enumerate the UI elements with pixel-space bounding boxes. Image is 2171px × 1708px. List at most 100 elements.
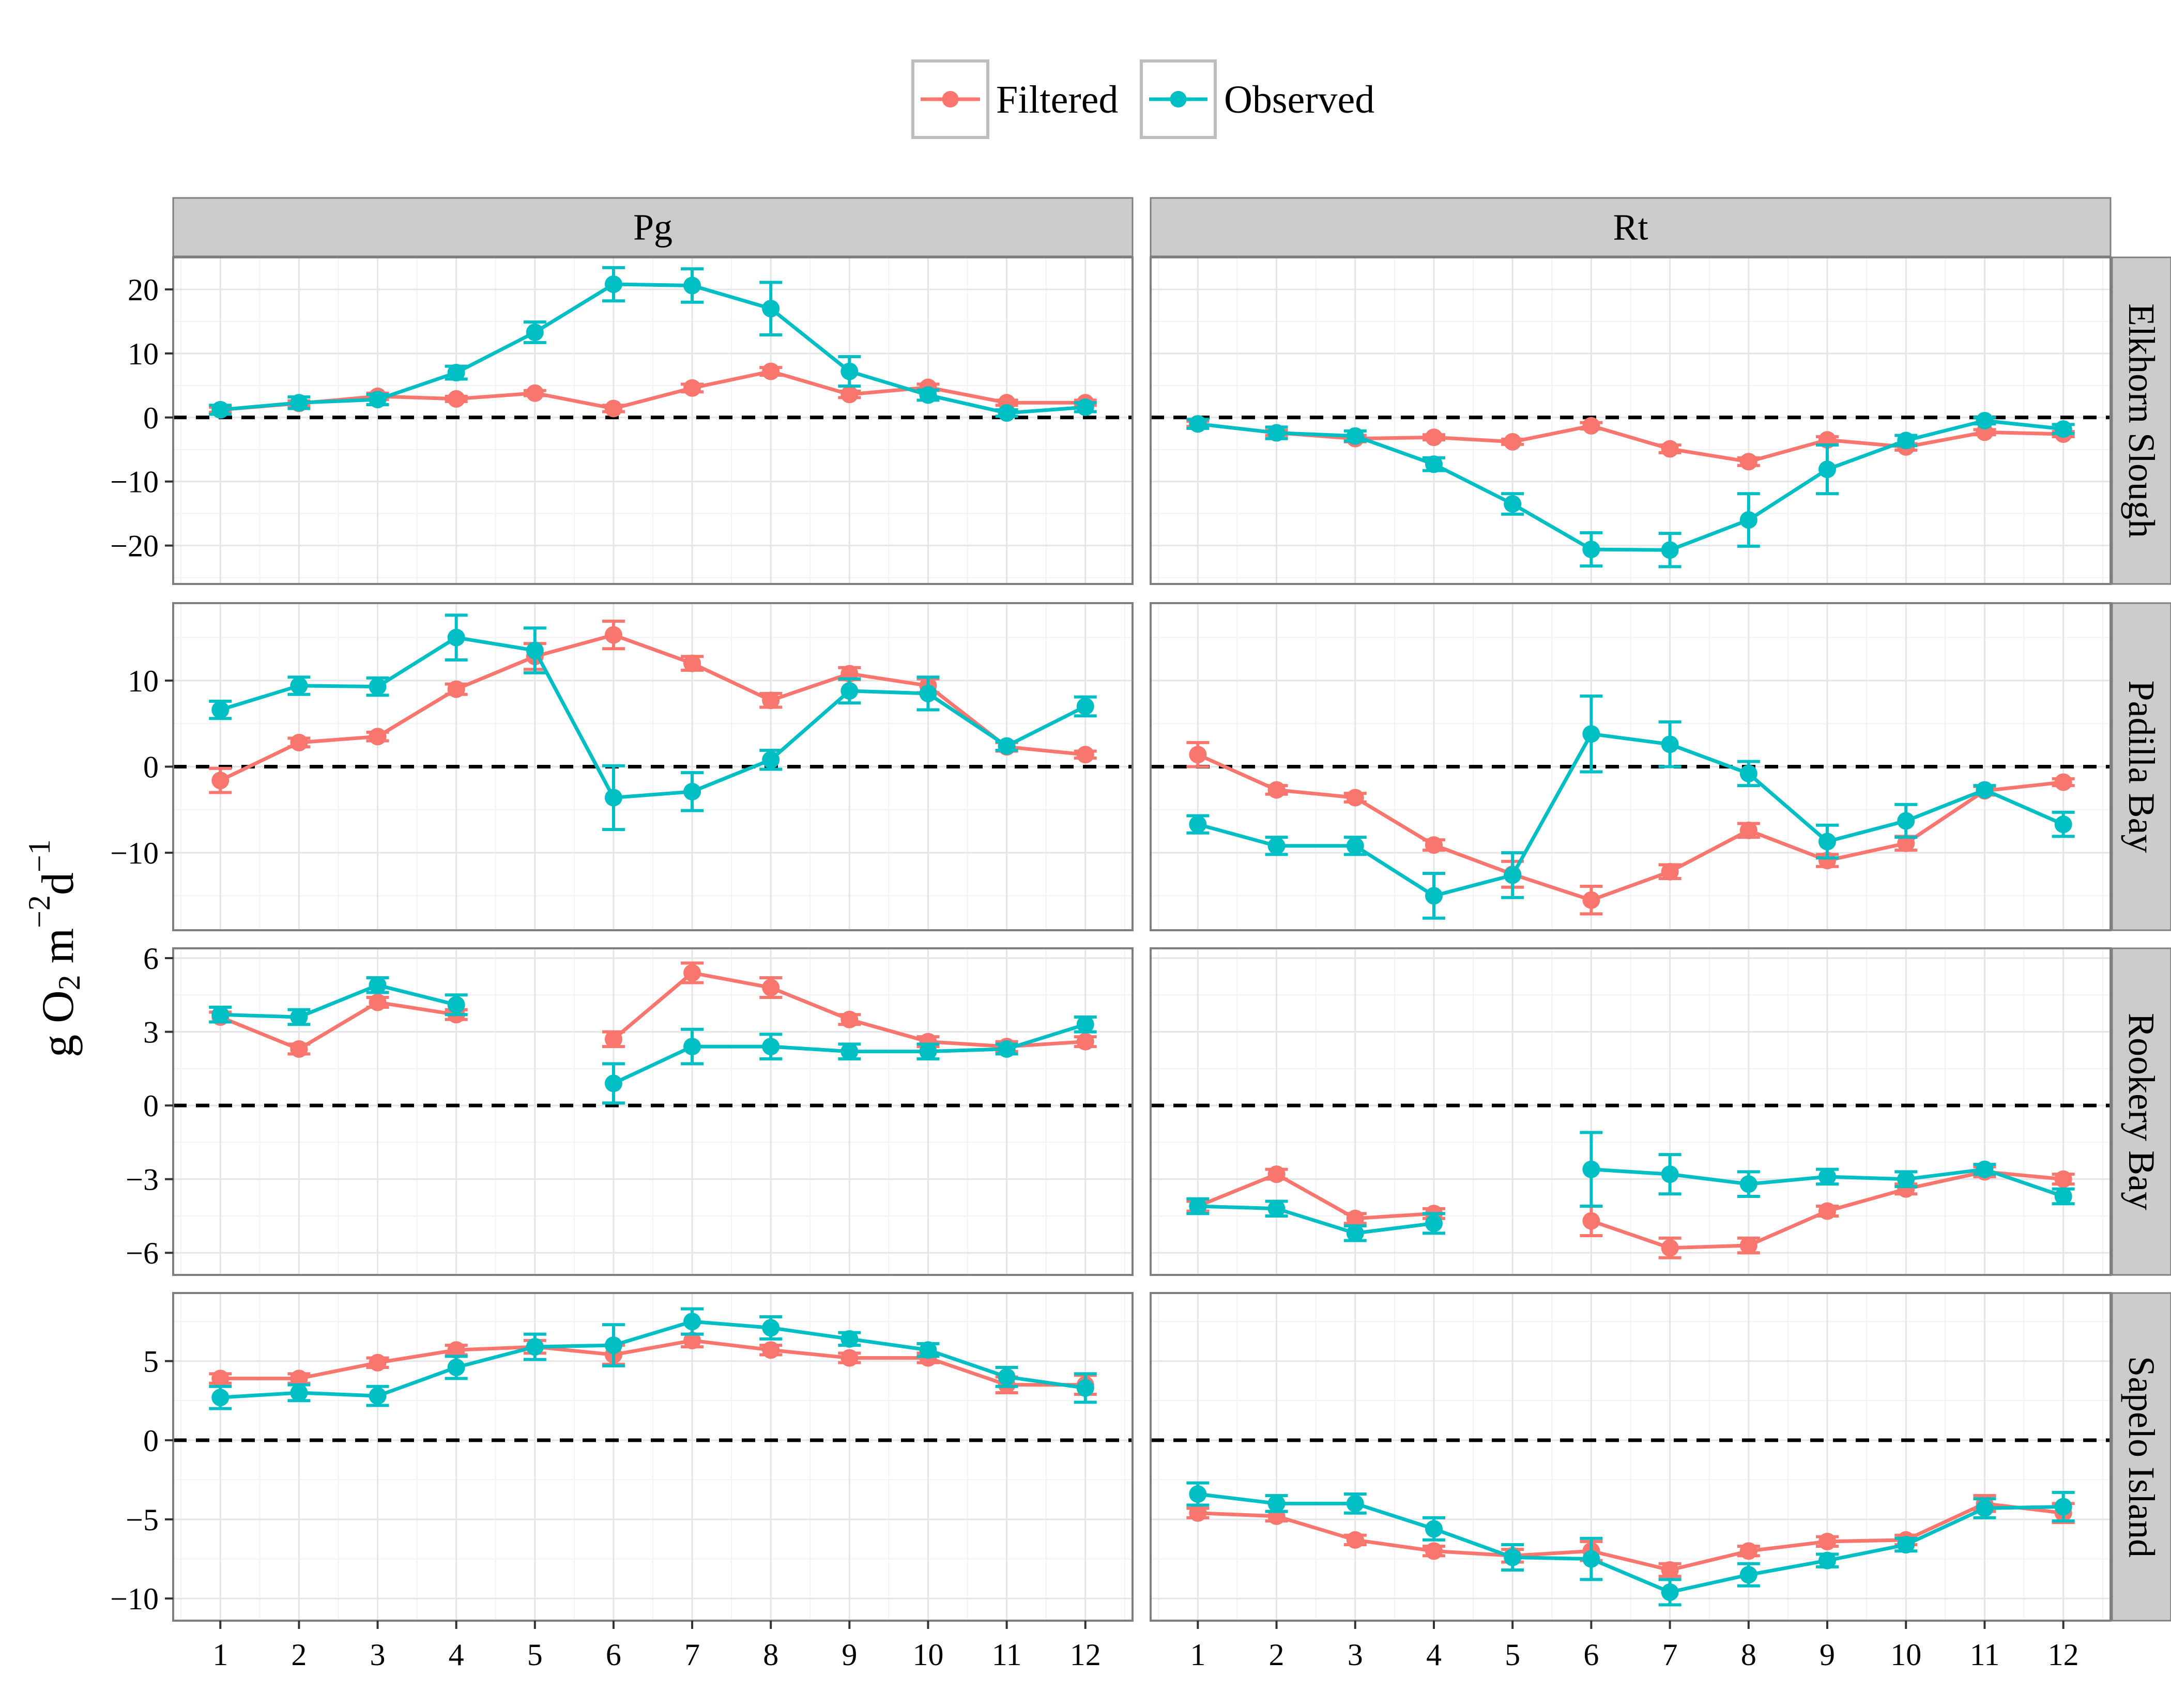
data-point-observed-month-8: [762, 1038, 780, 1056]
data-point-observed-month-1: [1189, 1197, 1207, 1215]
data-point-observed-month-4: [1425, 1520, 1443, 1538]
data-point-observed-month-10: [1897, 812, 1915, 830]
data-point-filtered-month-2: [1267, 1165, 1286, 1183]
series-line-filtered: [1197, 752, 2064, 902]
panel-border: [1150, 947, 2112, 1276]
x-tick-label: 9: [1820, 1638, 1835, 1672]
data-point-observed-month-9: [840, 1330, 859, 1348]
data-point-observed-month-6: [604, 789, 622, 807]
y-tick-label: −6: [126, 1236, 159, 1270]
y-tick-label: 0: [143, 750, 159, 784]
data-point-observed-month-12: [2054, 815, 2072, 834]
data-point-observed-month-4: [447, 364, 465, 382]
panel-elkhorn-slough-pg: [172, 256, 1134, 585]
data-point-filtered-month-3: [1346, 1531, 1364, 1549]
data-point-observed-month-7: [683, 276, 701, 295]
data-point-observed-month-9: [1818, 1167, 1837, 1186]
y-tick-label: −10: [110, 1582, 159, 1616]
row-strip-elkhorn-slough: [2111, 256, 2171, 585]
y-tick-label: 10: [128, 337, 159, 371]
data-point-filtered-month-4: [1425, 836, 1443, 854]
data-point-observed-month-8: [762, 300, 780, 318]
y-tick-label: 20: [128, 273, 159, 307]
data-point-observed-month-10: [1897, 432, 1915, 450]
series-observed: [209, 1307, 1097, 1410]
panel-sapelo-island-pg: [172, 1292, 1134, 1622]
series-line-filtered: [220, 1338, 1086, 1387]
row-strip-padilla-bay: [2111, 602, 2171, 931]
data-point-filtered-month-2: [290, 1040, 308, 1058]
data-point-observed-month-11: [1976, 781, 1994, 799]
data-point-observed-month-8: [1739, 1175, 1757, 1193]
x-tick-label: 11: [1970, 1638, 2000, 1672]
row-strip-sapelo-island: [2111, 1292, 2171, 1622]
x-tick-label: 12: [2048, 1638, 2079, 1672]
data-point-observed-month-8: [1739, 511, 1757, 529]
data-point-filtered-month-1: [1189, 1504, 1207, 1522]
data-point-observed-month-11: [998, 737, 1016, 755]
series-observed: [1186, 694, 2075, 920]
data-point-observed-month-1: [1189, 1485, 1207, 1503]
data-point-observed-month-5: [526, 1338, 544, 1356]
data-point-observed-month-9: [840, 1042, 859, 1060]
data-point-filtered-month-3: [369, 1353, 387, 1372]
x-tick-label: 12: [1070, 1638, 1101, 1672]
y-tick-label: 0: [143, 1424, 159, 1458]
series-line-observed: [220, 636, 1087, 799]
legend-label-observed: Observed: [1224, 78, 1374, 121]
data-point-observed-month-5: [1504, 1548, 1522, 1566]
data-point-observed-month-4: [447, 1358, 465, 1376]
data-point-observed-month-1: [1189, 815, 1207, 834]
data-point-observed-month-1: [211, 701, 230, 719]
series-line-observed: [1197, 419, 2064, 552]
row-strip-label-sapelo-island: Sapelo Island: [2121, 1356, 2162, 1558]
series-group: [209, 1307, 1097, 1410]
data-point-observed-month-9: [1818, 833, 1837, 851]
series-group: [1186, 1131, 2075, 1259]
data-point-observed-month-2: [290, 394, 308, 412]
data-point-observed-month-2: [1267, 1199, 1286, 1218]
data-point-filtered-month-7: [683, 654, 701, 672]
data-point-filtered-month-7: [683, 1331, 701, 1349]
data-point-observed-month-5: [526, 323, 544, 341]
series-observed: [209, 613, 1097, 832]
row-strip-label-rookery-bay: Rookery Bay: [2121, 1013, 2162, 1210]
data-point-observed-month-4: [1425, 887, 1443, 905]
data-point-observed-month-12: [1076, 1379, 1094, 1397]
x-tick-label: 4: [449, 1638, 464, 1672]
x-tick-label: 2: [291, 1638, 307, 1672]
data-point-observed-month-11: [998, 1040, 1016, 1058]
data-point-observed-month-10: [919, 684, 937, 702]
data-point-filtered-month-9: [840, 386, 859, 404]
data-point-observed-month-4: [447, 996, 465, 1014]
data-point-filtered-month-4: [447, 680, 465, 698]
x-tick-label: 4: [1426, 1638, 1442, 1672]
data-point-observed-month-8: [1739, 764, 1757, 782]
data-point-filtered-month-10: [1897, 834, 1915, 852]
data-point-filtered-month-9: [1818, 852, 1837, 870]
legend-item-filtered: Filtered: [911, 59, 1118, 139]
data-point-observed-month-12: [1076, 1015, 1094, 1034]
column-strip-rt: [1150, 197, 2112, 257]
data-point-observed-month-11: [998, 404, 1016, 422]
panel-border: [1150, 1292, 2112, 1622]
data-point-observed-month-11: [1976, 412, 1994, 429]
series-group: [1186, 1481, 2075, 1607]
data-point-filtered-month-7: [1661, 440, 1679, 458]
data-point-observed-month-1: [211, 401, 230, 419]
series-line-filtered: [1197, 1172, 1434, 1221]
x-tick-label: 10: [912, 1638, 943, 1672]
data-point-observed-month-8: [762, 751, 780, 769]
data-point-filtered-month-6: [604, 399, 622, 418]
data-point-observed-month-10: [1897, 1535, 1915, 1553]
column-strip-label-rt: Rt: [1613, 207, 1648, 248]
data-point-observed-month-3: [369, 391, 387, 409]
series-line-filtered: [1198, 1501, 2064, 1572]
data-point-filtered-month-7: [1661, 863, 1679, 881]
data-point-observed-month-6: [604, 275, 622, 294]
series-group: [209, 961, 1097, 1105]
data-point-filtered-month-6: [1582, 417, 1600, 435]
series-group: [1186, 412, 2075, 568]
data-point-filtered-month-6: [1582, 891, 1600, 909]
